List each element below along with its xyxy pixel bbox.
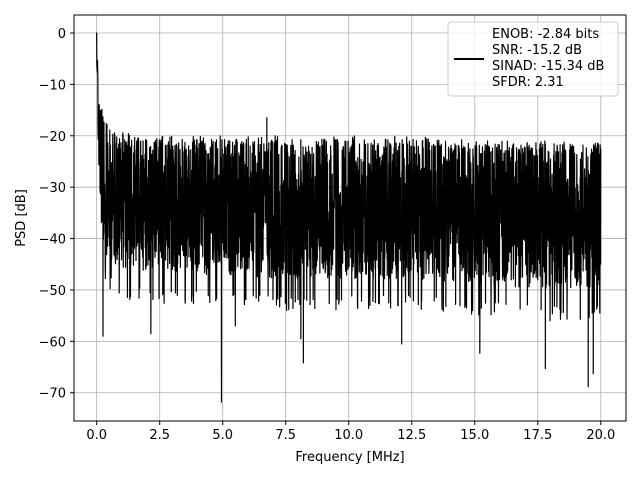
series-layer <box>96 32 602 403</box>
x-axis-label: Frequency [MHz] <box>295 450 404 465</box>
y-axis-label: PSD [dB] <box>14 189 29 247</box>
psd-series-line <box>96 32 602 403</box>
y-tick-label: 0 <box>58 27 66 42</box>
x-tick-label: 10.0 <box>334 428 363 443</box>
x-tick-label: 12.5 <box>397 428 426 443</box>
x-tick-label: 17.5 <box>523 428 552 443</box>
legend: ENOB: -2.84 bits SNR: -15.2 dB SINAD: -1… <box>447 21 619 97</box>
y-tick-label: −30 <box>39 181 66 196</box>
y-tick-label: −10 <box>39 78 66 93</box>
y-ticks: 0 −10 −20 −30 −40 −50 −60 −70 <box>39 27 74 402</box>
x-ticks: 0.0 2.5 5.0 7.5 10.0 12.5 15.0 17.5 20.0 <box>86 421 615 443</box>
x-tick-label: 7.5 <box>275 428 296 443</box>
y-tick-label: −60 <box>39 335 66 350</box>
plot-frame <box>73 14 627 422</box>
y-tick-label: −40 <box>39 233 66 248</box>
legend-text-sfdr: SFDR: 2.31 <box>492 75 564 90</box>
legend-text-enob: ENOB: -2.84 bits <box>492 27 599 42</box>
legend-box <box>447 21 619 97</box>
legend-text-sinad: SINAD: -15.34 dB <box>492 59 604 74</box>
y-tick-label: −20 <box>39 130 66 145</box>
x-tick-label: 15.0 <box>460 428 489 443</box>
y-tick-label: −70 <box>39 387 66 402</box>
x-tick-label: 20.0 <box>586 428 615 443</box>
x-tick-label: 5.0 <box>212 428 233 443</box>
y-tick-label: −50 <box>39 284 66 299</box>
x-tick-label: 0.0 <box>86 428 107 443</box>
x-tick-label: 2.5 <box>149 428 170 443</box>
legend-text-snr: SNR: -15.2 dB <box>492 43 582 58</box>
